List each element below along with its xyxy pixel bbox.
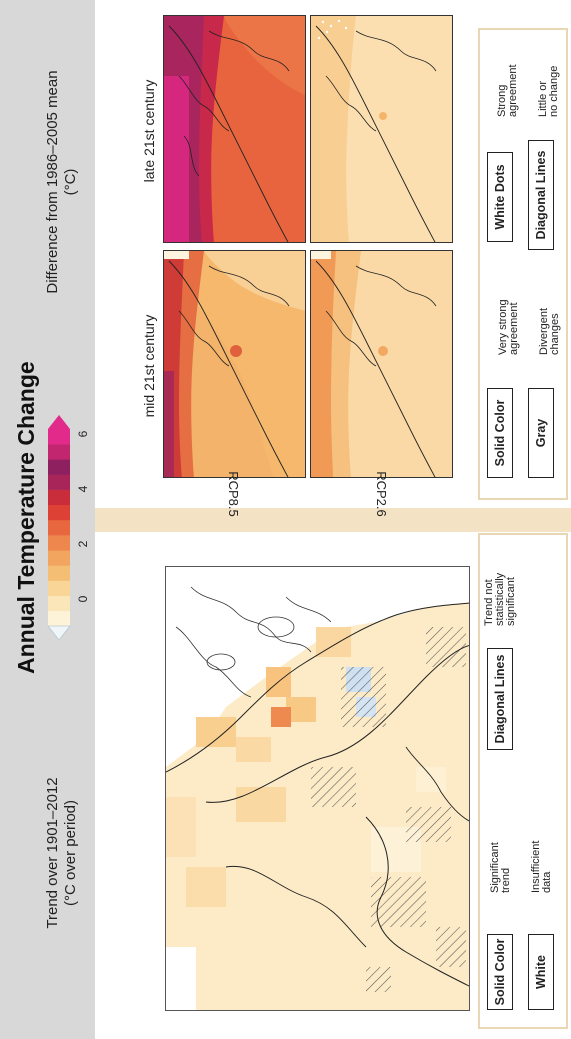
legend-chip-white-dots (487, 152, 513, 242)
projected-caption: Difference from 1986–2005 mean (°C) (44, 70, 79, 294)
colorbar-segment (48, 595, 70, 612)
colorbar-segment (48, 474, 70, 490)
legend-desc-divergent-changes: Divergent changes (538, 307, 561, 355)
legend-chip-solid-color-label: Solid Color (493, 938, 507, 1006)
column-label-late-century: late 21st century (141, 79, 157, 183)
figure-title: Annual Temperature Change (13, 361, 39, 674)
colorbar-segment (48, 504, 70, 521)
column-label-mid-century: mid 21st century (141, 314, 157, 418)
panel-divider (95, 508, 571, 532)
legend-desc-not-significant: Trend not statistically significant (483, 572, 517, 626)
legend-chip-proj-diagonal-lines (528, 140, 554, 250)
colorbar-lower-arrow (47, 625, 71, 640)
colorbar-tick-6: 6 (76, 430, 90, 438)
legend-desc-significant-trend: Significant trend (489, 842, 512, 893)
colorbar-segment (48, 535, 70, 551)
colorbar-segment (48, 580, 70, 596)
legend-chip-solid-color (487, 934, 513, 1010)
colorbar-segment (48, 519, 70, 536)
legend-desc-little-or-no-change: Little or no change (537, 65, 560, 117)
colorbar-segment (48, 550, 70, 566)
observed-trend-map (165, 566, 470, 1011)
colorbar-tick-0: 0 (76, 595, 90, 603)
colorbar-tick-2: 2 (76, 540, 90, 548)
colorbar-segment (48, 459, 70, 475)
legend-chip-diagonal-lines-label: Diagonal Lines (493, 654, 507, 744)
row-label-rcp85: RCP8.5 (226, 471, 241, 517)
legend-chip-white-dots-label: White Dots (493, 164, 507, 230)
colorbar-segment (48, 444, 70, 460)
legend-chip-proj-solid-color-label: Solid Color (493, 399, 507, 467)
observed-caption: Trend over 1901–2012 (°C over period) (44, 777, 79, 929)
colorbar (47, 415, 71, 640)
legend-chip-proj-solid-color (487, 388, 513, 478)
map-rcp26-late-century (310, 15, 453, 243)
legend-chip-white-label: White (534, 954, 548, 990)
colorbar-segment (48, 489, 70, 506)
colorbar-segment (48, 565, 70, 581)
legend-chip-gray-label: Gray (534, 418, 548, 448)
map-rcp85-mid-century (163, 250, 306, 478)
legend-chip-white (528, 934, 554, 1010)
legend-chip-gray (528, 388, 554, 478)
legend-desc-strong-agreement: Strong agreement (496, 64, 519, 117)
colorbar-tick-4: 4 (76, 485, 90, 493)
map-rcp85-late-century (163, 15, 306, 243)
sidebar-panel (0, 0, 95, 1039)
legend-chip-diagonal-lines (487, 648, 513, 750)
map-rcp26-mid-century (310, 250, 453, 478)
colorbar-upper-arrow (48, 415, 70, 429)
colorbar-segment (48, 429, 70, 445)
legend-desc-insufficient-data: Insufficient data (530, 840, 553, 893)
legend-desc-very-strong-agreement: Very strong agreement (497, 299, 520, 355)
legend-chip-proj-diagonal-lines-label: Diagonal Lines (534, 150, 548, 240)
row-label-rcp26: RCP2.6 (374, 471, 389, 517)
colorbar-segment (48, 610, 70, 627)
